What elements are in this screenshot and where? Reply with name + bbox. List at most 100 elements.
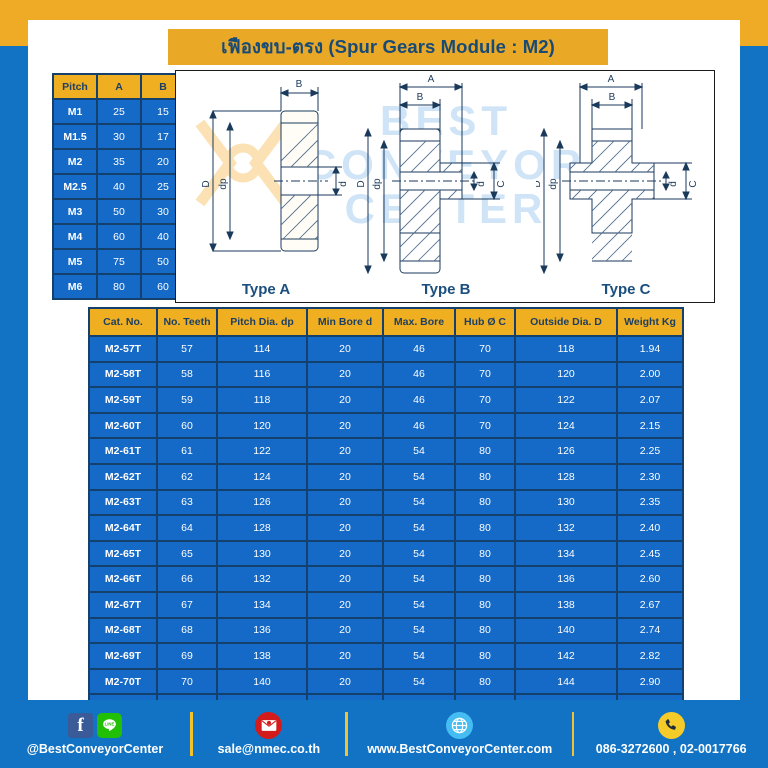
svg-text:A: A	[608, 74, 615, 85]
spec-value-cell: 80	[456, 644, 514, 668]
spec-catalog-cell: M2-70T	[90, 669, 156, 694]
svg-text:C: C	[688, 180, 699, 187]
spec-value-cell: 118	[516, 337, 616, 361]
spec-value-cell: 2.45	[618, 541, 682, 566]
pitch-name-cell: M3	[54, 200, 96, 223]
pitch-name-cell: M2	[54, 150, 96, 173]
spec-value-cell: 20	[308, 618, 382, 643]
spec-value-cell: 61	[158, 439, 216, 463]
spec-value-cell: 54	[384, 592, 454, 617]
diagram-type-c: A B D dp d C Type C	[536, 71, 714, 302]
line-icon[interactable]: LINE	[96, 712, 122, 738]
facebook-icon[interactable]: f	[67, 712, 93, 738]
table-row: M2-65T 65 130 20 54 80 134 2.45	[90, 541, 682, 566]
spec-value-cell: 80	[456, 439, 514, 463]
spec-value-cell: 54	[384, 490, 454, 515]
spec-value-cell: 54	[384, 567, 454, 591]
spec-value-cell: 2.00	[618, 362, 682, 387]
pitch-table-row: M5 75 50	[54, 250, 184, 273]
spec-value-cell: 60	[158, 413, 216, 438]
spec-value-cell: 54	[384, 464, 454, 489]
spec-value-cell: 57	[158, 337, 216, 361]
footer-item-website[interactable]: www.BestConveyorCenter.com	[348, 700, 572, 768]
spec-value-cell: 80	[456, 669, 514, 694]
footer-website-text: www.BestConveyorCenter.com	[367, 742, 553, 756]
spec-value-cell: 54	[384, 439, 454, 463]
spec-value-cell: 134	[218, 592, 306, 617]
spec-value-cell: 80	[456, 490, 514, 515]
spec-value-cell: 2.74	[618, 618, 682, 643]
spec-value-cell: 20	[308, 388, 382, 412]
spec-value-cell: 54	[384, 618, 454, 643]
spec-value-cell: 138	[218, 644, 306, 668]
spec-value-cell: 136	[516, 567, 616, 591]
pitch-table-row: M3 50 30	[54, 200, 184, 223]
pitch-name-cell: M6	[54, 275, 96, 298]
spec-value-cell: 58	[158, 362, 216, 387]
spec-value-cell: 20	[308, 541, 382, 566]
svg-text:A: A	[428, 74, 435, 85]
email-icon[interactable]	[255, 711, 283, 739]
spec-value-cell: 66	[158, 567, 216, 591]
spec-value-cell: 20	[308, 362, 382, 387]
spec-value-cell: 118	[218, 388, 306, 412]
pitch-value-cell: 20	[142, 150, 184, 173]
table-row: M2-68T 68 136 20 54 80 140 2.74	[90, 618, 682, 643]
spec-value-cell: 65	[158, 541, 216, 566]
footer-divider-1	[189, 712, 193, 756]
spec-value-cell: 20	[308, 567, 382, 591]
footer-item-social[interactable]: f LINE @BestConveyorCenter	[0, 700, 190, 768]
pitch-value-cell: 60	[98, 225, 140, 248]
spec-value-cell: 2.82	[618, 644, 682, 668]
pitch-value-cell: 40	[142, 225, 184, 248]
spec-value-cell: 2.35	[618, 490, 682, 515]
table-row: M2-57T 57 114 20 46 70 118 1.94	[90, 337, 682, 361]
table-row: M2-70T 70 140 20 54 80 144 2.90	[90, 669, 682, 694]
spec-catalog-cell: M2-61T	[90, 439, 156, 463]
footer-divider-3	[571, 712, 575, 756]
table-row: M2-64T 64 128 20 54 80 132 2.40	[90, 516, 682, 540]
page-title: เฟืองขบ-ตรง (Spur Gears Module : M2)	[221, 35, 555, 57]
spec-value-cell: 114	[218, 337, 306, 361]
spec-value-cell: 2.67	[618, 592, 682, 617]
spec-col-header: Max. Bore	[384, 309, 454, 335]
table-row: M2-63T 63 126 20 54 80 130 2.35	[90, 490, 682, 515]
spec-value-cell: 2.40	[618, 516, 682, 540]
pitch-table-row: M2 35 20	[54, 150, 184, 173]
type-c-label: Type C	[601, 281, 651, 298]
spec-value-cell: 140	[218, 669, 306, 694]
table-row: M2-59T 59 118 20 46 70 122 2.07	[90, 388, 682, 412]
spec-catalog-cell: M2-60T	[90, 413, 156, 438]
spec-catalog-cell: M2-58T	[90, 362, 156, 387]
spec-value-cell: 80	[456, 464, 514, 489]
phone-icon[interactable]	[657, 711, 685, 739]
spec-value-cell: 80	[456, 618, 514, 643]
pitch-value-cell: 17	[142, 125, 184, 148]
spec-value-cell: 64	[158, 516, 216, 540]
globe-icon[interactable]	[446, 711, 474, 739]
svg-text:d: d	[338, 181, 349, 187]
pitch-value-cell: 60	[142, 275, 184, 298]
spec-value-cell: 46	[384, 388, 454, 412]
pitch-col-header: Pitch	[54, 75, 96, 98]
pitch-col-header: B	[142, 75, 184, 98]
footer-item-email[interactable]: sale@nmec.co.th	[193, 700, 345, 768]
spec-value-cell: 80	[456, 516, 514, 540]
footer-item-phone[interactable]: 086-3272600 , 02-0017766	[574, 700, 768, 768]
pitch-value-cell: 30	[142, 200, 184, 223]
pitch-value-cell: 25	[142, 175, 184, 198]
pitch-table-row: M1 25 15	[54, 100, 184, 123]
spec-value-cell: 136	[218, 618, 306, 643]
spec-catalog-cell: M2-66T	[90, 567, 156, 591]
pitch-name-cell: M4	[54, 225, 96, 248]
spec-value-cell: 132	[218, 567, 306, 591]
pitch-table-row: M4 60 40	[54, 225, 184, 248]
pitch-name-cell: M1	[54, 100, 96, 123]
svg-text:C: C	[496, 180, 507, 187]
spec-catalog-cell: M2-63T	[90, 490, 156, 515]
table-row: M2-69T 69 138 20 54 80 142 2.82	[90, 644, 682, 668]
spec-col-header: Outside Dia. D	[516, 309, 616, 335]
diagram-type-a: B D dp d Type A	[176, 71, 356, 302]
table-row: M2-60T 60 120 20 46 70 124 2.15	[90, 413, 682, 438]
spec-catalog-cell: M2-69T	[90, 644, 156, 668]
